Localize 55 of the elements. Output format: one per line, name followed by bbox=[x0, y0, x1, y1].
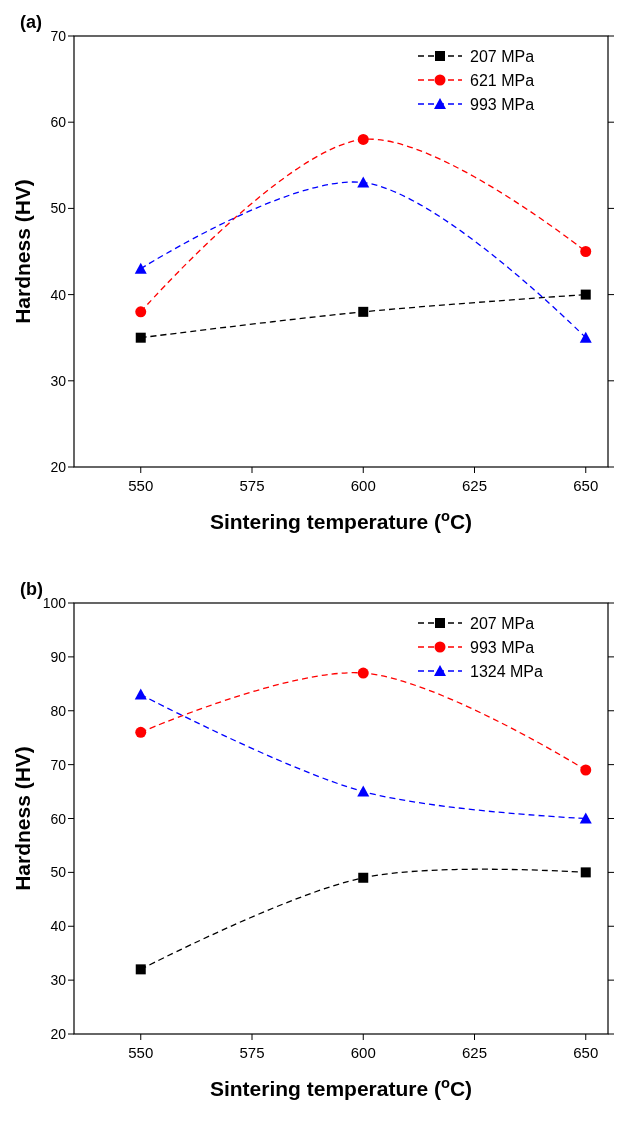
x-tick-label: 650 bbox=[573, 1044, 599, 1061]
y-axis-title: Hardness (HV) bbox=[11, 746, 34, 891]
y-tick-label: 40 bbox=[50, 286, 67, 303]
legend-label: 207 MPa bbox=[470, 615, 535, 632]
point bbox=[579, 812, 592, 824]
x-tick-label: 625 bbox=[461, 477, 488, 494]
point bbox=[357, 667, 369, 679]
y-tick-label: 90 bbox=[50, 648, 67, 665]
y-axis-title: Hardness (HV) bbox=[11, 179, 34, 324]
y-tick-label: 30 bbox=[50, 972, 67, 989]
x-tick-label: 550 bbox=[128, 477, 154, 494]
y-tick-label: 40 bbox=[50, 918, 67, 935]
x-tick-label: 550 bbox=[128, 1044, 154, 1061]
point bbox=[580, 764, 592, 776]
x-axis-title: Sintering temperature ($^{o}$C) bbox=[209, 508, 473, 533]
point bbox=[135, 332, 146, 343]
y-tick-label: 30 bbox=[50, 372, 67, 389]
x-tick-label: 650 bbox=[573, 477, 599, 494]
chart-title: (b) bbox=[20, 579, 43, 599]
point bbox=[357, 133, 369, 145]
chart-title: (a) bbox=[20, 12, 42, 32]
point bbox=[358, 872, 369, 883]
x-tick-label: 600 bbox=[350, 477, 376, 494]
point bbox=[135, 726, 147, 738]
y-tick-label: 100 bbox=[42, 595, 67, 611]
y-tick-label: 70 bbox=[50, 28, 67, 44]
point bbox=[580, 246, 592, 257]
point bbox=[580, 289, 591, 300]
point bbox=[134, 262, 147, 274]
x-tick-label: 600 bbox=[350, 1044, 376, 1061]
y-tick-label: 20 bbox=[50, 459, 67, 475]
x-tick-label: 625 bbox=[461, 1044, 488, 1061]
point bbox=[135, 306, 147, 318]
point bbox=[135, 964, 146, 975]
point bbox=[358, 306, 369, 317]
point bbox=[134, 688, 147, 700]
legend-label: 993 MPa bbox=[470, 96, 535, 113]
x-tick-label: 575 bbox=[239, 1044, 265, 1061]
x-axis-title: Sintering temperature ($^{o}$C) bbox=[209, 1075, 473, 1100]
legend-label: 1324 MPa bbox=[470, 663, 544, 680]
point bbox=[357, 785, 370, 797]
legend-label: 993 MPa bbox=[470, 639, 535, 656]
point bbox=[357, 176, 370, 188]
y-tick-label: 80 bbox=[50, 702, 67, 719]
point bbox=[579, 331, 592, 343]
y-tick-label: 20 bbox=[50, 1026, 67, 1042]
y-tick-label: 60 bbox=[50, 114, 67, 131]
point bbox=[580, 867, 591, 878]
legend-label: 621 MPa bbox=[470, 72, 535, 89]
y-tick-label: 50 bbox=[50, 200, 67, 217]
y-tick-label: 50 bbox=[50, 864, 67, 881]
y-tick-label: 70 bbox=[50, 756, 67, 773]
x-tick-label: 575 bbox=[239, 477, 265, 494]
legend-label: 207 MPa bbox=[470, 48, 535, 65]
y-tick-label: 60 bbox=[50, 810, 67, 827]
